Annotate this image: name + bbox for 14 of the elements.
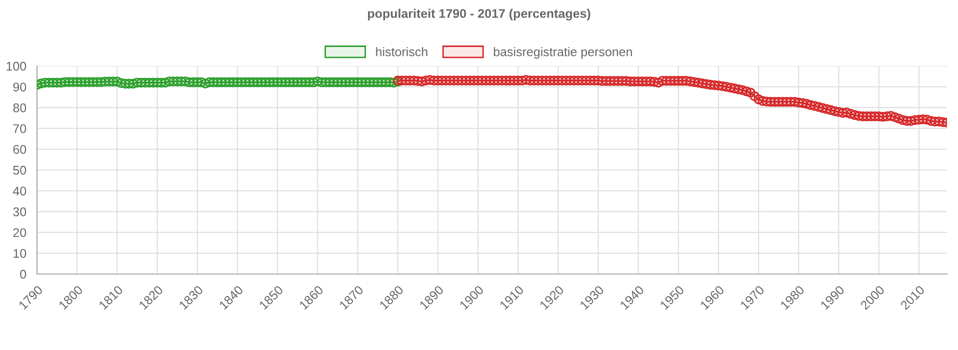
- legend-label: historisch: [376, 47, 428, 56]
- y-tick-label: 0: [20, 270, 26, 279]
- y-tick-label: 30: [13, 207, 26, 216]
- y-tick-label: 100: [6, 62, 26, 71]
- y-tick-label: 20: [13, 228, 26, 238]
- y-tick-label: 50: [13, 166, 26, 175]
- y-tick-label: 80: [13, 103, 26, 112]
- y-tick-label: 90: [13, 82, 26, 92]
- y-tick-label: 40: [12, 186, 26, 196]
- y-tick-label: 10: [14, 249, 26, 258]
- y-tick-label: 70: [13, 124, 26, 134]
- chart-title: populariteit 1790 - 2017 (percentages): [368, 8, 590, 20]
- y-tick-label: 60: [13, 145, 26, 154]
- legend-label: basisregistratie personen: [494, 47, 632, 59]
